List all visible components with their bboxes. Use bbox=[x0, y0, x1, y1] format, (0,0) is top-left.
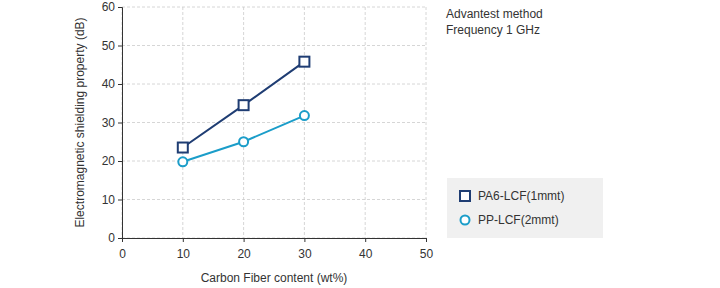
tick-label: 60 bbox=[102, 0, 116, 14]
axis-line bbox=[118, 8, 123, 239]
grid-line bbox=[122, 7, 426, 8]
tick-mark bbox=[304, 238, 305, 242]
tick: 40 bbox=[102, 77, 122, 91]
tick-label: 50 bbox=[102, 39, 116, 53]
tick-label: 40 bbox=[359, 247, 373, 261]
tick-mark bbox=[118, 123, 122, 124]
y-axis: 0 10 20 30 40 50 60 bbox=[102, 0, 123, 245]
tick-mark bbox=[183, 238, 184, 242]
grid-line bbox=[243, 7, 244, 238]
tick-mark bbox=[118, 161, 122, 162]
tick: 60 bbox=[102, 0, 122, 14]
tick: 0 bbox=[108, 231, 122, 245]
data-point bbox=[299, 57, 309, 67]
annotation: Advantest method bbox=[446, 7, 543, 21]
axis-line bbox=[123, 239, 427, 243]
tick-mark bbox=[118, 7, 122, 8]
tick-mark bbox=[118, 200, 122, 201]
tick: 40 bbox=[359, 238, 373, 261]
tick-label: 10 bbox=[177, 247, 191, 261]
data-point bbox=[300, 111, 309, 120]
grid bbox=[122, 7, 426, 238]
tick-label: 20 bbox=[102, 154, 116, 168]
tick-mark bbox=[365, 238, 366, 242]
grid-line bbox=[122, 161, 426, 162]
grid-line bbox=[182, 7, 183, 238]
tick-mark bbox=[118, 84, 122, 85]
tick: 50 bbox=[420, 238, 434, 261]
tick-label: 0 bbox=[108, 231, 115, 245]
plot-area bbox=[178, 57, 310, 167]
tick-mark bbox=[244, 238, 245, 242]
tick-mark bbox=[118, 46, 122, 47]
y-axis-title: Electromagnetic shielding property (dB) bbox=[73, 17, 87, 227]
tick-label: 30 bbox=[298, 247, 312, 261]
series-line bbox=[183, 116, 305, 162]
tick: 50 bbox=[102, 39, 122, 53]
x-axis: 0 10 20 30 40 50 bbox=[119, 238, 433, 261]
tick: 20 bbox=[102, 154, 122, 168]
grid-line bbox=[122, 199, 426, 200]
grid-line bbox=[304, 7, 305, 238]
tick: 10 bbox=[102, 193, 122, 207]
tick-mark bbox=[118, 238, 122, 239]
tick-label: 0 bbox=[119, 247, 126, 261]
tick-label: 40 bbox=[102, 77, 116, 91]
tick: 0 bbox=[119, 238, 126, 261]
grid-line bbox=[122, 45, 426, 46]
legend: PA6-LCF(1mmt) PP-LCF(2mmt) bbox=[447, 178, 603, 238]
annotation: Frequency 1 GHz bbox=[446, 23, 540, 37]
tick: 20 bbox=[237, 238, 251, 261]
legend-marker bbox=[461, 216, 470, 225]
data-point bbox=[178, 143, 188, 153]
tick-label: 30 bbox=[102, 116, 116, 130]
tick: 30 bbox=[298, 238, 312, 261]
chart: 0 10 20 30 40 50 0 10 20 30 40 50 60 Carbon Fiber con… bbox=[0, 0, 720, 288]
x-axis-title: Carbon Fiber content (wt%) bbox=[201, 271, 348, 285]
grid-line bbox=[122, 122, 426, 123]
tick-label: 50 bbox=[420, 247, 434, 261]
tick-mark bbox=[426, 238, 427, 242]
data-point bbox=[239, 137, 248, 146]
grid-line bbox=[365, 7, 366, 238]
legend-label: PP-LCF(2mmt) bbox=[478, 213, 559, 227]
data-point bbox=[239, 100, 249, 110]
tick: 10 bbox=[177, 238, 191, 261]
grid-line bbox=[426, 7, 427, 238]
tick-label: 20 bbox=[237, 247, 251, 261]
tick-label: 10 bbox=[102, 193, 116, 207]
legend-marker bbox=[460, 191, 470, 201]
series-line bbox=[183, 62, 305, 148]
legend-box bbox=[447, 178, 603, 238]
legend-label: PA6-LCF(1mmt) bbox=[478, 189, 564, 203]
tick: 30 bbox=[102, 116, 122, 130]
data-point bbox=[178, 157, 187, 166]
